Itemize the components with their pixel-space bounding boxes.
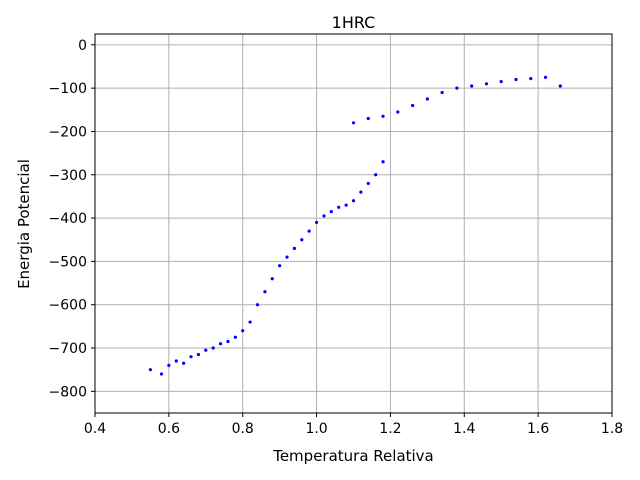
- x-tick-label: 1.6: [527, 421, 549, 437]
- y-tick-label: −800: [49, 384, 87, 400]
- scatter-point: [374, 173, 378, 177]
- scatter-point: [226, 339, 230, 344]
- x-tick-label: 0.4: [84, 421, 106, 437]
- scatter-point: [182, 361, 186, 365]
- scatter-point: [218, 342, 223, 346]
- scatter-point: [396, 110, 400, 114]
- scatter-point: [263, 290, 267, 294]
- scatter-point: [300, 238, 304, 242]
- scatter-point: [167, 363, 171, 367]
- scatter-point: [233, 335, 237, 339]
- scatter-point: [381, 114, 385, 118]
- scatter-point: [292, 246, 297, 251]
- y-tick-label: −400: [49, 211, 87, 227]
- scatter-point: [366, 116, 370, 121]
- grid: [94, 34, 613, 413]
- scatter-point: [278, 264, 282, 268]
- scatter-point: [351, 121, 356, 125]
- scatter-points: [148, 75, 562, 376]
- scatter-point: [410, 103, 415, 108]
- x-tick-label: 0.6: [158, 421, 180, 437]
- scatter-point: [148, 368, 152, 372]
- scatter-point: [543, 75, 548, 79]
- scatter-point: [440, 90, 444, 95]
- x-tick-label: 1.0: [305, 421, 327, 437]
- scatter-point: [359, 190, 363, 194]
- scatter-point: [314, 220, 319, 225]
- scatter-point: [529, 77, 533, 81]
- scatter-point: [204, 348, 208, 352]
- scatter-point: [307, 229, 311, 233]
- scatter-point: [241, 329, 245, 333]
- x-tick-label: 1.2: [379, 421, 401, 437]
- y-tick-label: −600: [49, 298, 87, 314]
- scatter-point: [499, 80, 503, 84]
- scatter-point: [211, 346, 215, 350]
- scatter-point: [322, 214, 326, 218]
- y-tick-label: −100: [49, 81, 87, 97]
- x-tick-label: 1.8: [601, 421, 623, 437]
- y-axis-label: Energia Potencial: [15, 159, 33, 289]
- scatter-point: [285, 255, 289, 259]
- plot-frame: [94, 33, 613, 414]
- scatter-point: [514, 77, 518, 82]
- scatter-point: [174, 359, 178, 363]
- scatter-point: [270, 277, 274, 281]
- x-axis-label: Temperatura Relativa: [272, 447, 434, 465]
- scatter-point: [189, 355, 193, 359]
- y-tick-label: −500: [49, 254, 87, 270]
- y-tick-label: −300: [49, 168, 87, 184]
- x-tick-label: 0.8: [232, 421, 254, 437]
- scatter-point: [329, 209, 333, 214]
- chart-title: 1HRC: [332, 13, 376, 32]
- scatter-point: [351, 199, 356, 203]
- y-tick-label: 0: [78, 38, 87, 54]
- scatter-point: [337, 205, 341, 209]
- scatter-point: [455, 86, 459, 90]
- scatter-point: [255, 303, 260, 307]
- x-tick-label: 1.4: [453, 421, 475, 437]
- scatter-point: [196, 352, 200, 357]
- scatter-point: [381, 160, 385, 164]
- y-tick-label: −200: [49, 124, 87, 140]
- scatter-point: [425, 97, 429, 101]
- scatter-point: [484, 82, 489, 86]
- scatter-point: [159, 372, 164, 376]
- axis-ticks: 0.4 0.6 0.8 1.0 1.2 1.4 1.6 1.8 0 −100 −200 −300 −40…: [49, 38, 624, 437]
- scatter-point: [366, 181, 370, 186]
- scatter-point: [558, 84, 562, 88]
- scatter-point: [248, 320, 252, 324]
- scatter-point: [470, 84, 474, 88]
- y-tick-label: −700: [49, 341, 87, 357]
- scatter-point: [344, 203, 348, 207]
